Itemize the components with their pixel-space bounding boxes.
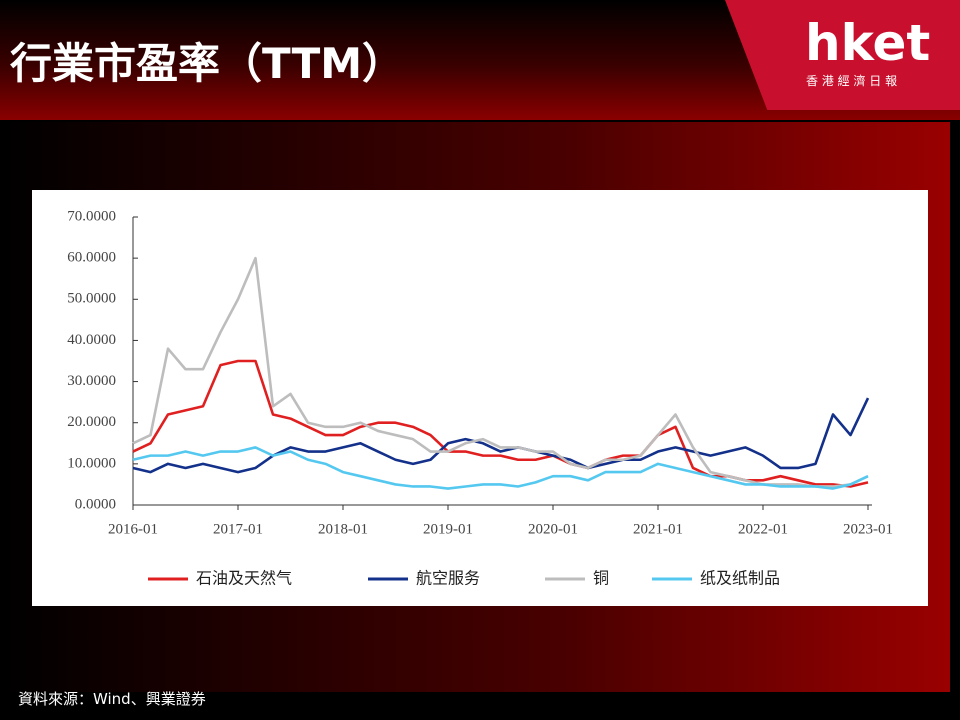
legend-label: 航空服务	[416, 569, 480, 588]
y-tick-label: 40.0000	[67, 332, 116, 348]
y-tick-label: 50.0000	[67, 291, 116, 307]
x-tick-label: 2019-01	[423, 521, 473, 537]
x-tick-label: 2023-01	[843, 521, 893, 537]
legend-label: 铜	[593, 569, 609, 588]
chart: 0.0000 10.0000 20.0000 30.0000 40.0000 50.000…	[32, 190, 928, 606]
legend-label: 石油及天然气	[196, 569, 292, 588]
chart-bg	[32, 190, 928, 606]
series-line	[132, 397, 870, 474]
series-line	[132, 256, 869, 488]
y-tick-label: 70.0000	[67, 208, 116, 224]
logo-bg	[725, 0, 960, 110]
y-tick-label: 10.0000	[67, 455, 116, 471]
logo: hket	[805, 14, 931, 72]
x-tick-label: 2016-01	[108, 521, 158, 537]
y-tick-label: 60.0000	[67, 250, 116, 266]
x-tick-label: 2021-01	[633, 521, 683, 537]
x-tick-label: 2018-01	[318, 521, 368, 537]
x-tick-label: 2022-01	[738, 521, 788, 537]
source: 資料來源：Wind、興業證券	[18, 690, 206, 708]
x-tick-label: 2020-01	[528, 521, 578, 537]
y-tick-label: 30.0000	[67, 373, 116, 389]
title: 行業市盈率（TTM）	[10, 39, 405, 88]
logo-subtitle: 香 港 經 濟 日 報	[806, 74, 898, 88]
y-tick-label: 0.0000	[75, 496, 116, 512]
legend-label: 纸及纸制品	[700, 569, 780, 588]
series-line	[132, 446, 869, 490]
y-tick-label: 20.0000	[67, 414, 116, 430]
x-tick-label: 2017-01	[213, 521, 263, 537]
